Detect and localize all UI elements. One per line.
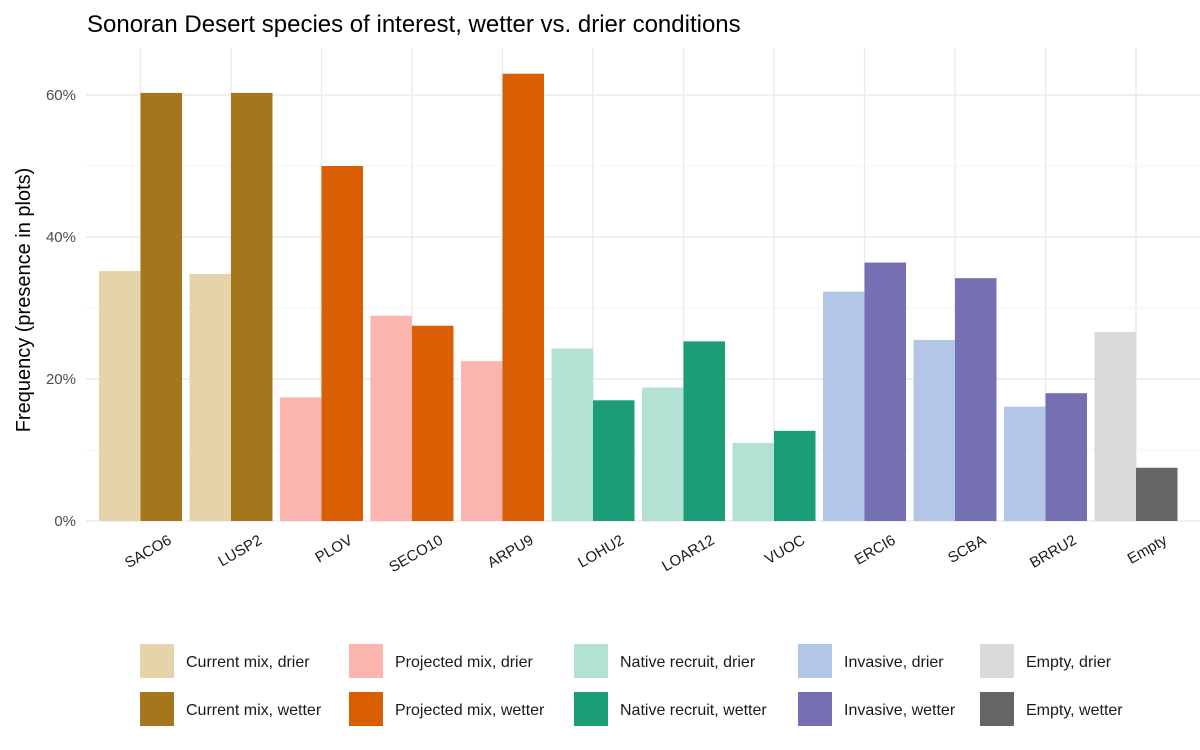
y-tick-label: 0% — [54, 513, 76, 530]
legend-swatch — [349, 692, 383, 726]
legend-label: Empty, drier — [1026, 654, 1112, 671]
bar-plov-drier — [280, 397, 322, 521]
x-tick-label: Empty — [1125, 531, 1171, 567]
legend: Current mix, drier Current mix, wetter Pro… — [140, 644, 1123, 726]
legend-label: Projected mix, wetter — [395, 702, 545, 719]
bar-lohu2-wetter — [593, 400, 635, 521]
x-tick-label: LOAR12 — [659, 532, 717, 575]
bar-empty-wetter — [1136, 467, 1178, 521]
legend-swatch — [140, 692, 174, 726]
bar-saco6-wetter — [140, 92, 182, 522]
legend-swatch — [140, 644, 174, 678]
legend-label: Native recruit, wetter — [620, 702, 767, 719]
y-axis-ticks: 0% 20% 40% 60% — [46, 87, 76, 530]
bar-vuoc-wetter — [774, 430, 816, 521]
bar-lusp2-wetter — [231, 92, 273, 522]
x-tick-label: SCBA — [945, 532, 989, 567]
legend-label: Empty, wetter — [1026, 702, 1123, 719]
x-tick-label: BRRU2 — [1027, 532, 1080, 572]
bar-scba-drier — [913, 339, 955, 521]
bars — [99, 73, 1178, 522]
x-tick-label: SECO10 — [386, 532, 446, 576]
bar-erci6-wetter — [864, 262, 906, 521]
bar-lohu2-drier — [551, 348, 593, 521]
bar-lusp2-drier — [189, 273, 231, 521]
legend-swatch — [574, 644, 608, 678]
legend-label: Invasive, drier — [844, 654, 944, 671]
legend-label: Invasive, wetter — [844, 702, 956, 719]
legend-swatch — [574, 692, 608, 726]
bar-brru2-drier — [1004, 406, 1046, 521]
bar-saco6-drier — [99, 271, 141, 521]
bar-loar12-wetter — [683, 341, 725, 521]
bar-plov-wetter — [321, 166, 363, 521]
bar-arpu9-drier — [461, 361, 503, 521]
chart-title: Sonoran Desert species of interest, wett… — [87, 11, 741, 38]
x-tick-label: VUOC — [762, 532, 808, 568]
x-tick-label: LOHU2 — [575, 532, 627, 572]
legend-swatch — [798, 692, 832, 726]
legend-swatch — [980, 644, 1014, 678]
y-tick-label: 40% — [46, 229, 76, 246]
bar-scba-wetter — [955, 278, 997, 521]
legend-label: Projected mix, drier — [395, 654, 533, 671]
y-tick-label: 60% — [46, 87, 76, 104]
bar-vuoc-drier — [732, 442, 774, 521]
x-tick-label: SACO6 — [122, 532, 175, 572]
x-tick-label: ARPU9 — [485, 532, 537, 572]
bar-erci6-drier — [823, 291, 865, 521]
legend-swatch — [980, 692, 1014, 726]
x-tick-label: PLOV — [312, 532, 355, 567]
bar-seco10-wetter — [412, 325, 454, 521]
bar-arpu9-wetter — [502, 73, 544, 521]
y-tick-label: 20% — [46, 371, 76, 388]
legend-swatch — [798, 644, 832, 678]
bar-brru2-wetter — [1045, 393, 1087, 521]
x-tick-label: LUSP2 — [215, 532, 265, 570]
legend-label: Native recruit, drier — [620, 654, 756, 671]
bar-loar12-drier — [642, 387, 684, 521]
legend-label: Current mix, wetter — [186, 702, 322, 719]
x-tick-label: ERCI6 — [852, 532, 899, 569]
legend-swatch — [349, 644, 383, 678]
x-axis-ticks: SACO6 LUSP2 PLOV SECO10 ARPU9 LOHU2 LOAR12 VUOC… — [122, 531, 1170, 576]
y-axis-label: Frequency (presence in plots) — [13, 168, 35, 433]
legend-label: Current mix, drier — [186, 654, 310, 671]
bar-seco10-drier — [370, 315, 412, 521]
bar-empty-drier — [1094, 332, 1136, 521]
